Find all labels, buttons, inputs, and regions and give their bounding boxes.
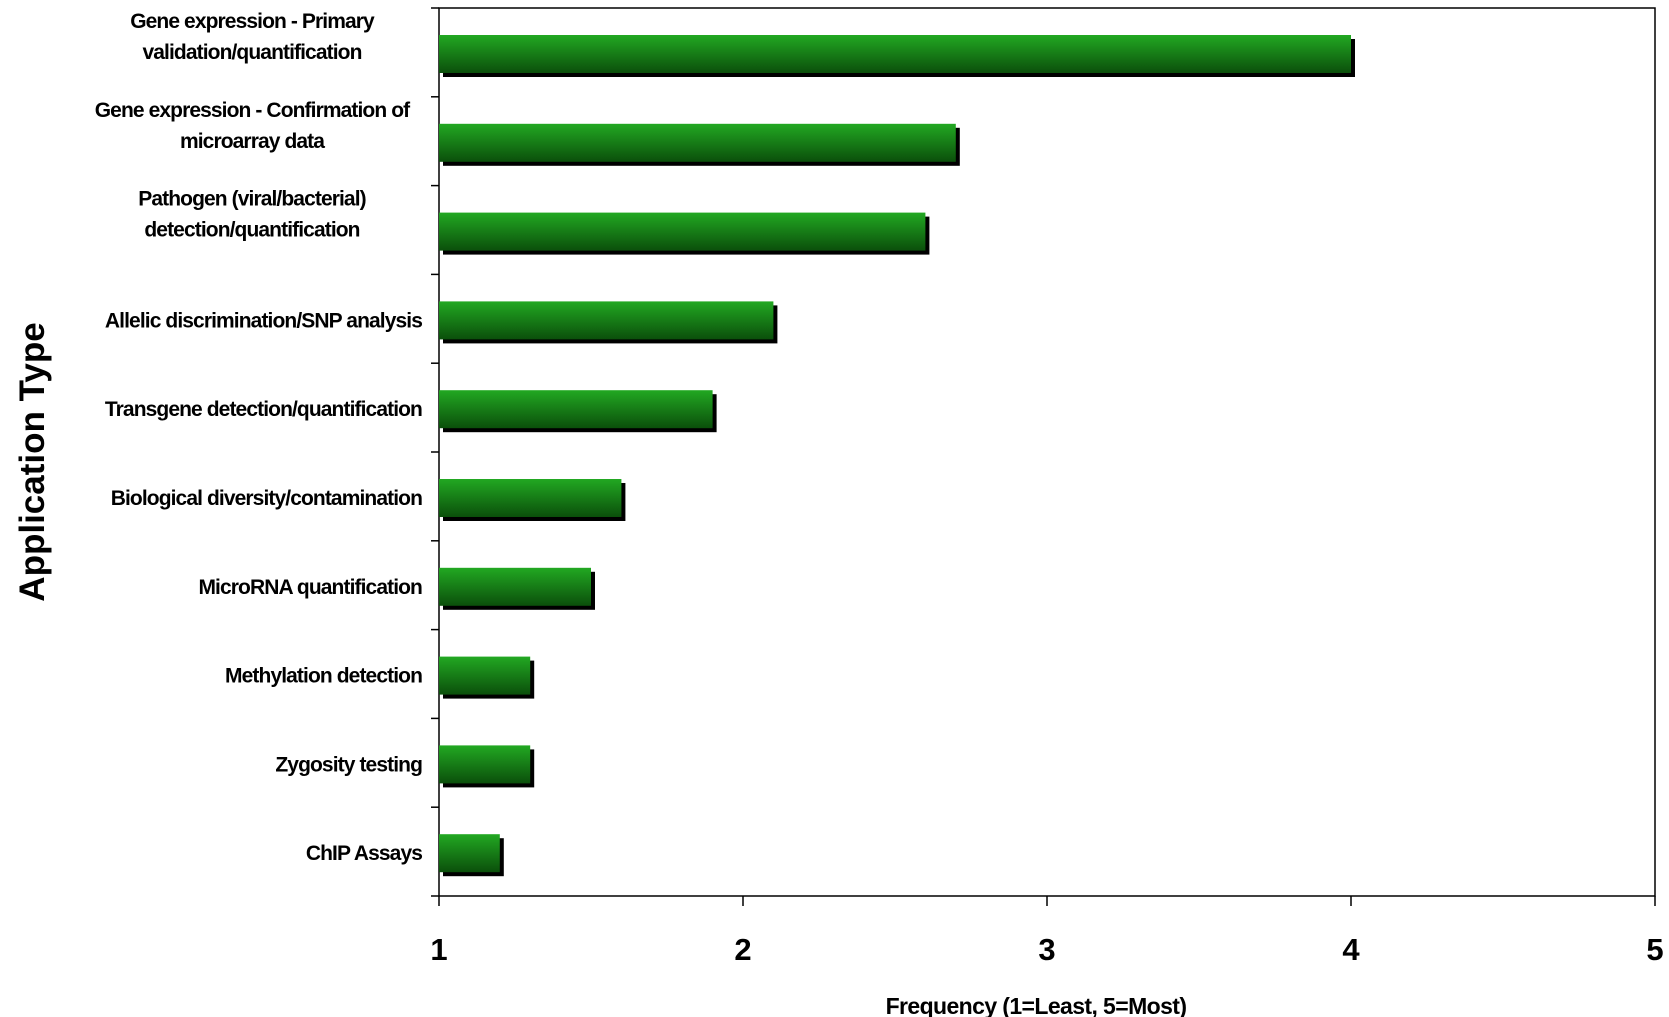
category-label: Pathogen (viral/bacterial) detection/quan…: [138, 188, 366, 242]
category-label-line: ChIP Assays: [306, 842, 422, 865]
bar: [439, 567, 591, 606]
category-label: Gene expression - Confirmation of microar…: [95, 99, 411, 153]
category-label-line: Methylation detection: [225, 665, 422, 688]
category-label-line: Transgene detection/quantification: [105, 398, 422, 421]
category-label-line: detection/quantification: [144, 219, 359, 242]
category-label: Methylation detection: [225, 665, 422, 688]
category-label: Allelic discrimination/SNP analysis: [105, 309, 422, 332]
category-label-line: Zygosity testing: [275, 753, 422, 776]
category-labels: Gene expression - Primary validation/quan…: [95, 10, 423, 865]
bars-layer: [439, 35, 1355, 877]
x-tick-label: 1: [430, 932, 447, 967]
bar: [439, 834, 500, 873]
category-label-line: MicroRNA quantification: [198, 576, 422, 599]
category-label: Gene expression - Primary validation/quan…: [130, 10, 375, 64]
x-tick-label: 5: [1646, 932, 1663, 967]
bar: [439, 390, 713, 429]
x-axis-title: Frequency (1=Least, 5=Most): [886, 993, 1187, 1017]
category-label: Biological diversity/contamination: [111, 487, 422, 510]
bar: [439, 123, 956, 162]
bar: [439, 301, 774, 340]
bar: [439, 479, 622, 517]
category-label-line: Biological diversity/contamination: [111, 487, 422, 510]
category-label: MicroRNA quantification: [198, 576, 422, 599]
category-label-line: Gene expression - Primary: [130, 10, 375, 33]
category-label-line: Pathogen (viral/bacterial): [138, 188, 366, 211]
x-tick-labels: 1 2 3 4 5: [430, 932, 1663, 967]
bar: [439, 745, 531, 784]
y-axis-title: Application Type: [13, 322, 52, 601]
category-label-line: microarray data: [180, 130, 325, 153]
category-label-line: Allelic discrimination/SNP analysis: [105, 309, 422, 332]
x-tick-label: 3: [1038, 932, 1055, 967]
x-tick-label: 4: [1342, 932, 1360, 967]
category-label: Zygosity testing: [275, 753, 422, 776]
bar: [439, 212, 926, 251]
category-label: ChIP Assays: [306, 842, 422, 865]
bar: [439, 656, 531, 695]
x-tick-label: 2: [734, 932, 751, 967]
category-label-line: Gene expression - Confirmation of: [95, 99, 411, 122]
category-label-line: validation/quantification: [142, 41, 361, 64]
axis-ticks: [431, 7, 1656, 906]
bar: [439, 35, 1351, 73]
category-label: Transgene detection/quantification: [105, 398, 422, 421]
